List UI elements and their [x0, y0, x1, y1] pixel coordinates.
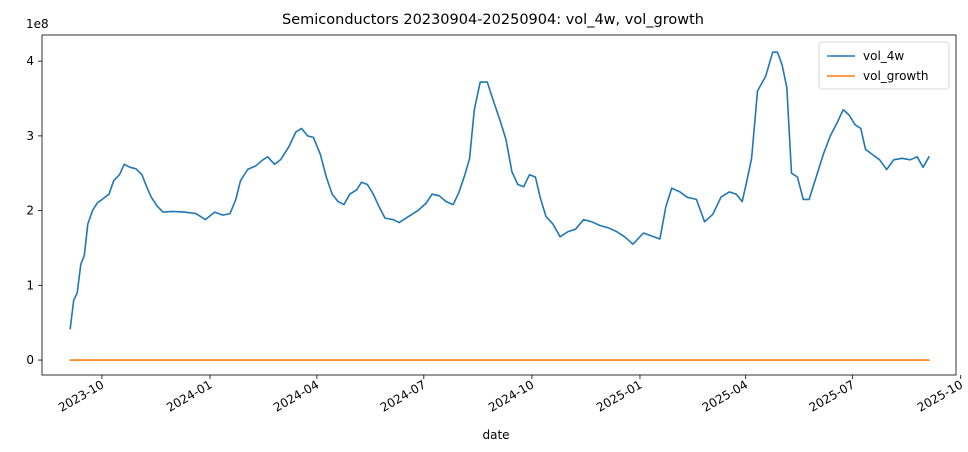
y-tick-label: 4	[26, 54, 34, 68]
series-layer	[69, 51, 930, 361]
x-tick-label: 2024-04	[271, 377, 321, 414]
y-axis-offset-label: 1e8	[26, 17, 49, 31]
legend-label-vol-4w: vol_4w	[863, 49, 904, 63]
x-tick-label: 2024-07	[378, 377, 428, 414]
x-tick-label: 2025-01	[594, 377, 644, 414]
x-tick-label: 2025-04	[700, 377, 750, 414]
plot-area	[41, 34, 957, 376]
y-axis: 0 1 2 3 4	[26, 54, 42, 367]
legend: vol_4w vol_growth	[818, 41, 950, 90]
x-tick-label: 2023-10	[56, 377, 106, 414]
x-tick-label: 2025-10	[915, 377, 965, 414]
x-tick-label: 2024-10	[486, 377, 536, 414]
y-tick-label: 2	[26, 204, 34, 218]
chart-title: Semiconductors 20230904-20250904: vol_4w…	[282, 12, 704, 28]
y-tick-label: 0	[26, 353, 34, 367]
legend-label-vol-growth: vol_growth	[863, 69, 929, 83]
plot-frame	[41, 34, 957, 376]
x-tick-label: 2024-01	[164, 377, 214, 414]
y-tick-label: 3	[26, 129, 34, 143]
legend-box	[818, 41, 950, 90]
series-line-vol-4w	[69, 51, 930, 330]
x-tick-label: 2025-07	[807, 377, 857, 414]
y-tick-label: 1	[26, 278, 34, 292]
x-axis: 2023-10 2024-01 2024-04 2024-07 2024-10 2025-…	[56, 375, 965, 415]
x-axis-title: date	[482, 428, 509, 442]
